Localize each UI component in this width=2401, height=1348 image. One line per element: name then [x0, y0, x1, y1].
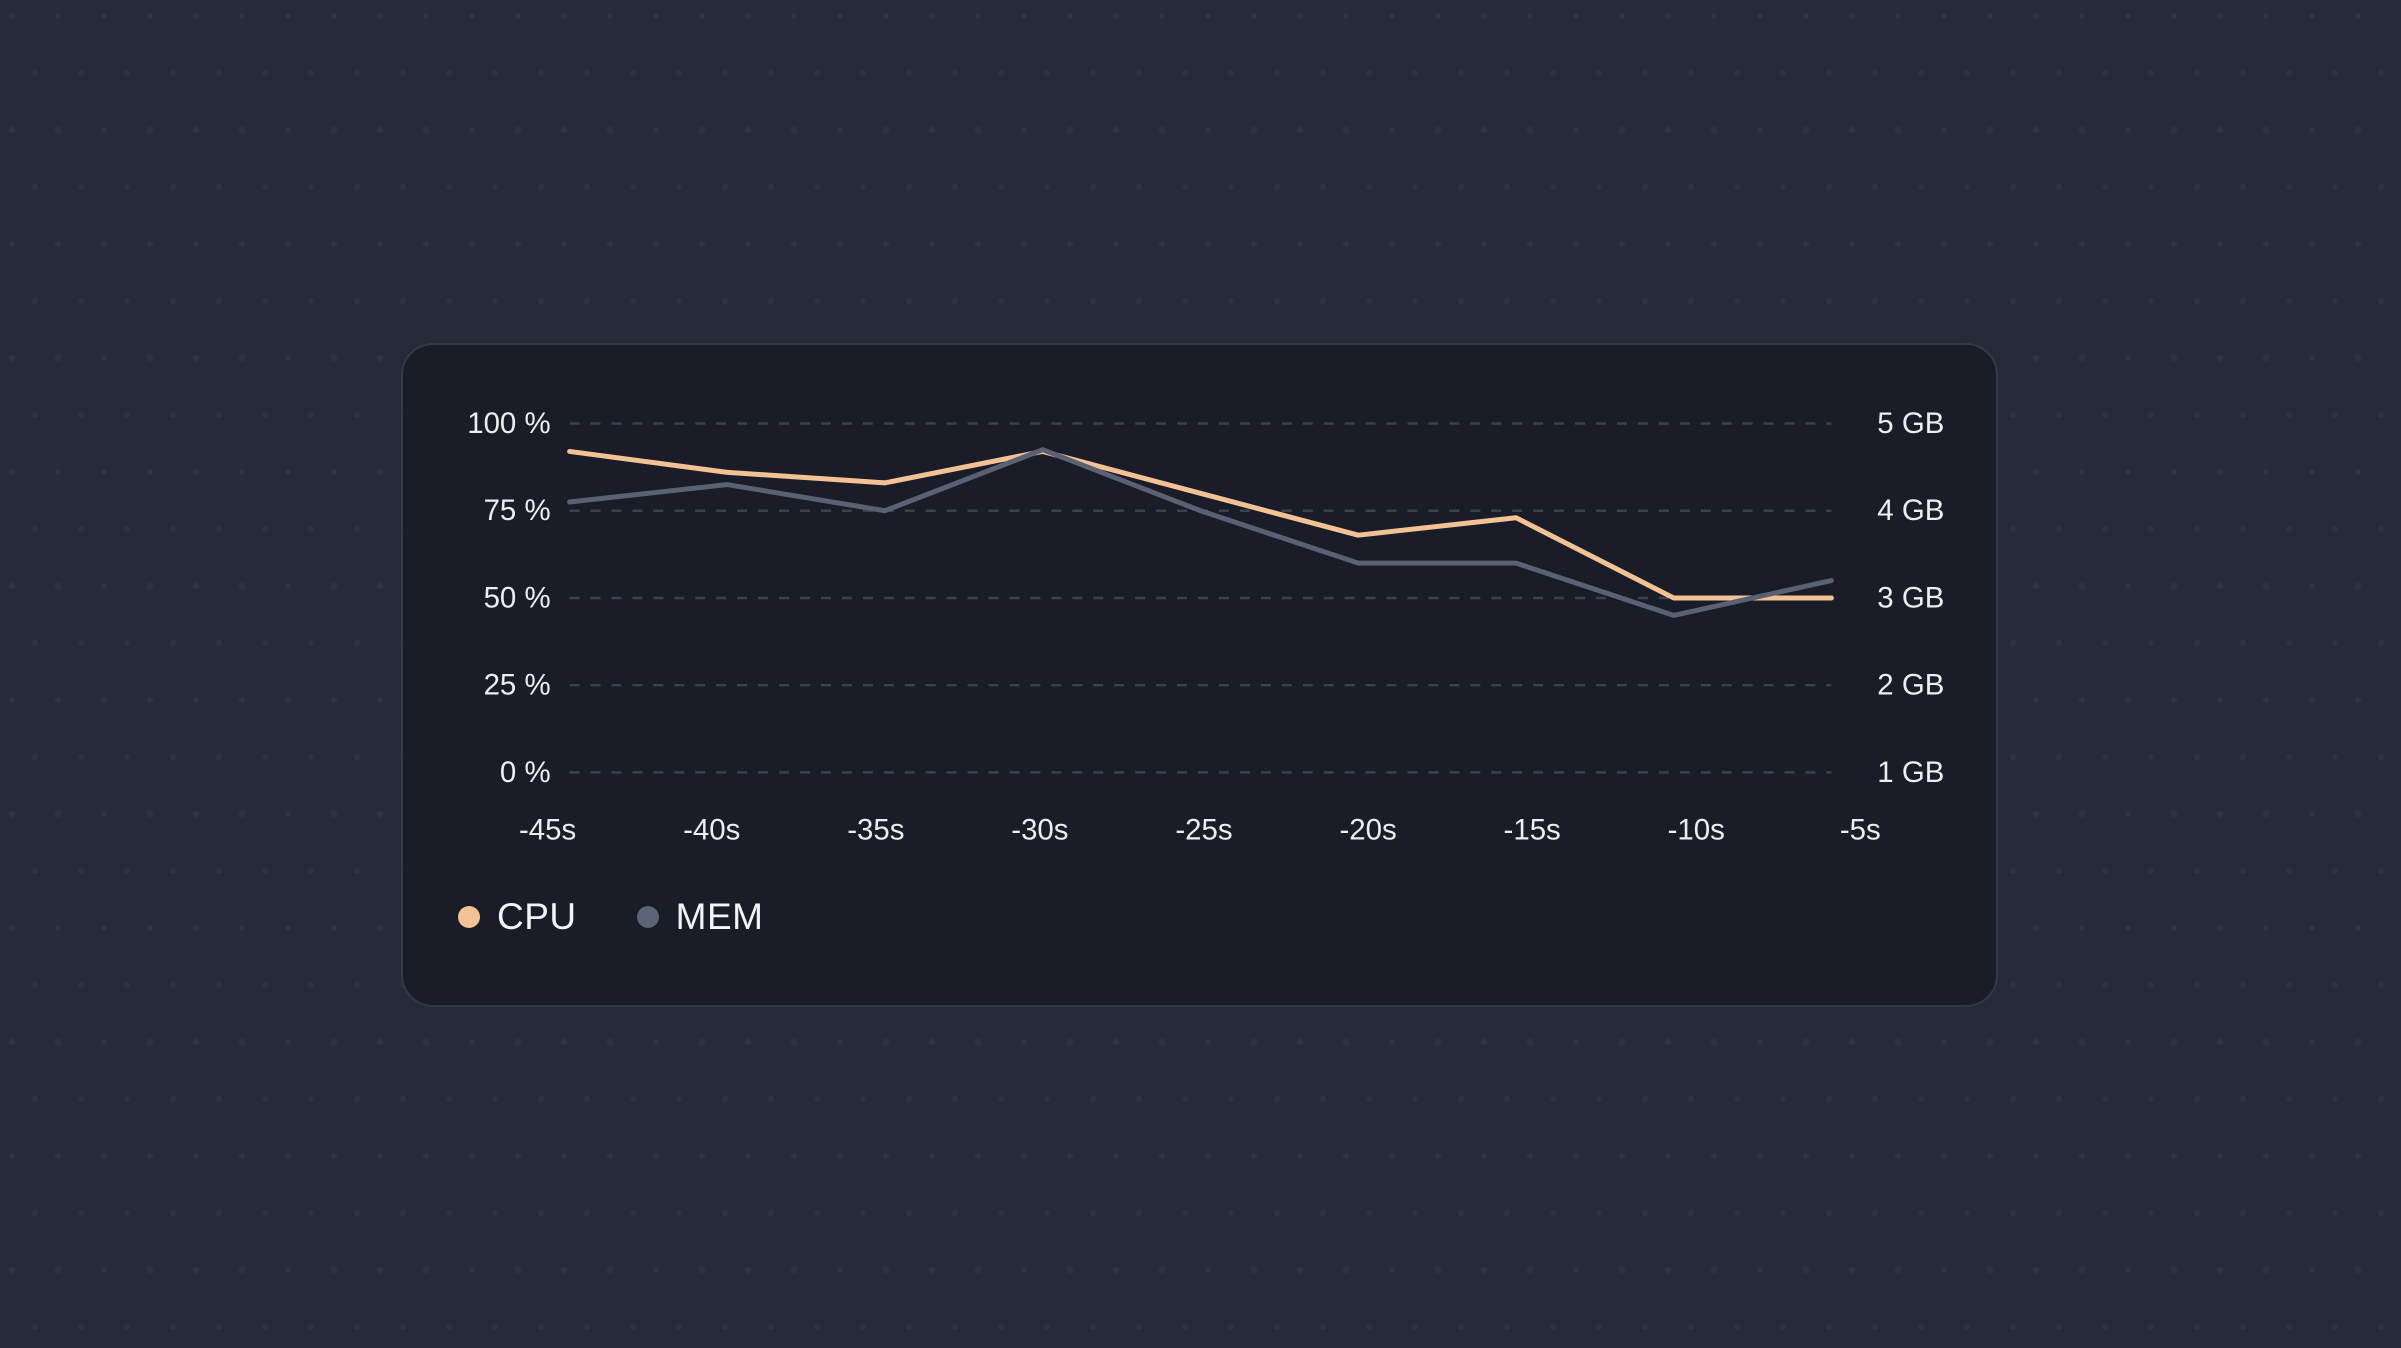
x-axis-tick-label: -45s: [519, 814, 576, 847]
x-axis-tick-label: -20s: [1339, 814, 1396, 847]
legend-item-mem[interactable]: MEM: [636, 896, 764, 937]
y-axis-right-tick-label: 5 GB: [1877, 407, 1944, 440]
cpu-mem-chart-card: 100 % 5 GB 75 % 4 GB 50 % 3 GB 25 % 2 GB 0 % 1 GB…: [401, 343, 1998, 1007]
x-axis-tick-label: -15s: [1504, 814, 1561, 847]
x-axis-tick-label: -25s: [1175, 814, 1232, 847]
mem-line: [567, 447, 1834, 618]
x-axis-tick-label: -5s: [1840, 814, 1881, 847]
y-axis-right-tick-label: 3 GB: [1877, 581, 1944, 614]
y-axis-right-tick-label: 2 GB: [1877, 669, 1944, 702]
y-axis-right-tick-label: 1 GB: [1877, 756, 1944, 789]
cpu-legend-label: CPU: [497, 896, 577, 937]
cpu-mem-line-chart: 100 % 5 GB 75 % 4 GB 50 % 3 GB 25 % 2 GB 0 % 1 GB…: [467, 407, 1944, 847]
x-axis-tick-label: -30s: [1011, 814, 1068, 847]
x-axis-tick-label: -40s: [683, 814, 740, 847]
mem-legend-dot-icon: [636, 905, 659, 928]
y-axis-left-tick-label: 0 %: [500, 756, 551, 789]
y-axis-left-tick-label: 25 %: [484, 669, 551, 702]
x-axis-tick-label: -10s: [1668, 814, 1725, 847]
y-axis-left-tick-label: 100 %: [467, 407, 550, 440]
chart-legend: CPU MEM: [458, 898, 763, 935]
legend-item-cpu[interactable]: CPU: [458, 898, 577, 935]
x-axis-tick-label: -35s: [847, 814, 904, 847]
cpu-legend-dot-icon: [458, 905, 480, 928]
y-axis-right-tick-label: 4 GB: [1877, 494, 1944, 527]
mem-legend-label: MEM: [675, 896, 764, 937]
cpu-line: [567, 448, 1834, 601]
y-axis-left-tick-label: 75 %: [484, 494, 551, 527]
y-axis-left-tick-label: 50 %: [484, 581, 551, 614]
